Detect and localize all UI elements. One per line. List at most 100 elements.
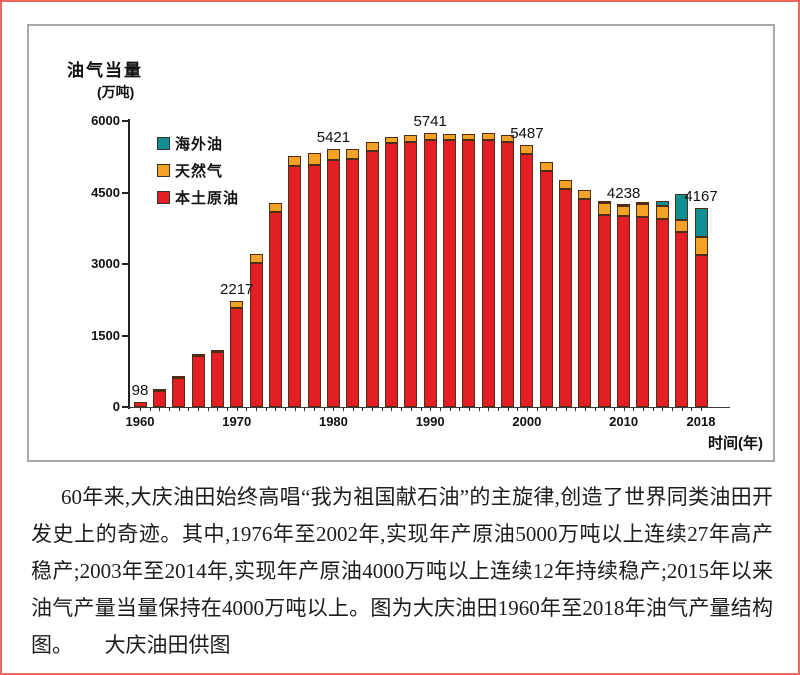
bar-2014 [655, 201, 669, 407]
bar-1960 [133, 402, 147, 407]
bar-2006 [578, 190, 592, 407]
bar-2010 [617, 203, 631, 407]
x-minor-tick [304, 408, 306, 411]
bar-1974 [268, 202, 282, 407]
y-tick-mark [122, 406, 128, 408]
x-minor-tick [575, 408, 577, 411]
x-minor-tick [410, 408, 412, 411]
x-minor-tick [391, 408, 393, 411]
y-tick-mark [122, 191, 128, 194]
x-minor-tick [285, 408, 287, 411]
x-minor-tick [488, 408, 490, 411]
bar-segment-天然气 [404, 135, 418, 142]
bar-1994 [462, 133, 476, 407]
bar-segment-本土原油 [230, 307, 244, 407]
bar-segment-本土原油 [365, 150, 379, 407]
bar-segment-天然气 [365, 141, 379, 151]
bar-2000 [520, 145, 534, 407]
bar-2008 [597, 201, 611, 407]
bar-segment-天然气 [539, 161, 553, 171]
x-minor-tick [159, 408, 161, 411]
x-minor-tick [652, 408, 654, 411]
bar-segment-天然气 [249, 254, 263, 263]
x-tick-label-2010: 2010 [609, 414, 639, 429]
bar-chart-plot-area: 海外油 天然气 本土原油 0 1500 3000 4500 6000 1960 1970 1980… [91, 113, 730, 429]
bar-1978 [307, 152, 321, 407]
bar-segment-本土原油 [423, 140, 437, 407]
y-tick-mark [122, 334, 128, 337]
bar-segment-本土原油 [326, 160, 340, 407]
x-minor-tick [236, 408, 238, 411]
bar-segment-本土原油 [462, 140, 476, 407]
bar-segment-天然气 [423, 133, 437, 141]
bar-segment-本土原油 [675, 232, 689, 407]
bar-segment-天然气 [326, 148, 340, 161]
bar-segment-天然气 [597, 203, 611, 215]
x-tick-label-1960: 1960 [125, 414, 155, 429]
bar-1966 [191, 354, 205, 407]
bar-segment-天然气 [288, 156, 302, 166]
bar-2016 [675, 193, 689, 407]
x-minor-tick [140, 408, 141, 411]
x-minor-tick [430, 408, 432, 411]
x-minor-tick [613, 408, 615, 411]
bar-1970 [230, 301, 244, 407]
bar-segment-天然气 [520, 145, 534, 155]
bar-segment-天然气 [307, 152, 321, 165]
bar-1980 [326, 148, 340, 407]
x-minor-tick [701, 408, 702, 411]
caption-paragraph: 60年来,大庆油田始终高唱“我为祖国献石油”的主旋律,创造了世界同类油田开发史上… [31, 485, 773, 657]
bar-segment-本土原油 [597, 214, 611, 407]
x-minor-tick [314, 408, 316, 411]
x-minor-tick [584, 408, 586, 411]
x-minor-tick [149, 408, 151, 411]
bar-segment-本土原油 [520, 154, 534, 407]
x-minor-tick [604, 408, 606, 411]
bar-1984 [365, 141, 379, 407]
bar-value-label-1960: 98 [131, 382, 149, 400]
x-minor-tick [323, 408, 325, 411]
x-minor-tick [333, 408, 335, 411]
bar-segment-天然气 [346, 148, 360, 160]
legend-swatch-icon [157, 191, 170, 204]
bar-1964 [172, 375, 186, 407]
bar-segment-天然气 [191, 354, 205, 357]
chart-y-axis-unit: (万吨) [97, 84, 135, 100]
bar-segment-本土原油 [268, 212, 282, 407]
bar-segment-天然气 [230, 301, 244, 308]
x-axis-title: 时间(年) [708, 435, 763, 452]
bar-2004 [559, 180, 573, 407]
bar-2012 [636, 202, 650, 407]
x-minor-tick [256, 408, 258, 411]
x-minor-tick [352, 408, 354, 411]
bar-segment-本土原油 [655, 218, 669, 407]
y-tick-mark [122, 263, 128, 265]
chart-y-axis-title: 油气当量 [67, 61, 143, 80]
x-tick-label-1990: 1990 [415, 414, 445, 429]
bar-2018 [694, 208, 708, 407]
x-minor-tick [207, 408, 209, 411]
x-minor-tick [217, 408, 219, 411]
x-tick-label-2000: 2000 [512, 414, 542, 429]
bar-segment-本土原油 [133, 402, 147, 407]
bar-segment-本土原油 [578, 198, 592, 407]
x-tick-label-1970: 1970 [222, 414, 252, 429]
bar-segment-本土原油 [346, 159, 360, 407]
bar-segment-天然气 [384, 137, 398, 144]
bar-value-label-2000: 5487 [510, 125, 544, 143]
bar-1986 [384, 137, 398, 407]
bar-1996 [481, 133, 495, 407]
bar-2002 [539, 161, 553, 407]
bar-segment-天然气 [617, 205, 631, 217]
legend-item-天然气: 天然气 [157, 157, 239, 184]
bar-segment-天然气 [675, 220, 689, 233]
x-minor-tick [555, 408, 557, 411]
bar-1988 [404, 135, 418, 407]
chart-legend: 海外油 天然气 本土原油 [157, 130, 239, 211]
bar-1992 [443, 133, 457, 407]
bar-1972 [249, 254, 263, 407]
y-axis-line [128, 119, 130, 409]
bar-segment-本土原油 [384, 143, 398, 407]
bar-1990 [423, 133, 437, 407]
